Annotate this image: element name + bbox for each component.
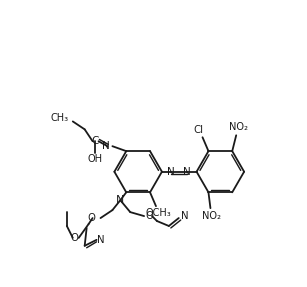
Text: O: O xyxy=(87,213,95,223)
Text: OH: OH xyxy=(87,154,102,164)
Text: C: C xyxy=(91,136,98,146)
Text: OCH₃: OCH₃ xyxy=(145,208,171,218)
Text: N: N xyxy=(97,235,104,245)
Text: O: O xyxy=(71,233,79,243)
Text: N: N xyxy=(181,211,188,221)
Text: Cl: Cl xyxy=(193,125,204,135)
Text: O: O xyxy=(145,211,153,221)
Text: N: N xyxy=(116,195,124,205)
Text: NO₂: NO₂ xyxy=(229,122,248,132)
Text: N: N xyxy=(102,141,109,151)
Text: N: N xyxy=(183,167,191,177)
Text: CH₃: CH₃ xyxy=(51,113,69,123)
Text: N: N xyxy=(167,167,175,177)
Text: NO₂: NO₂ xyxy=(202,211,221,221)
